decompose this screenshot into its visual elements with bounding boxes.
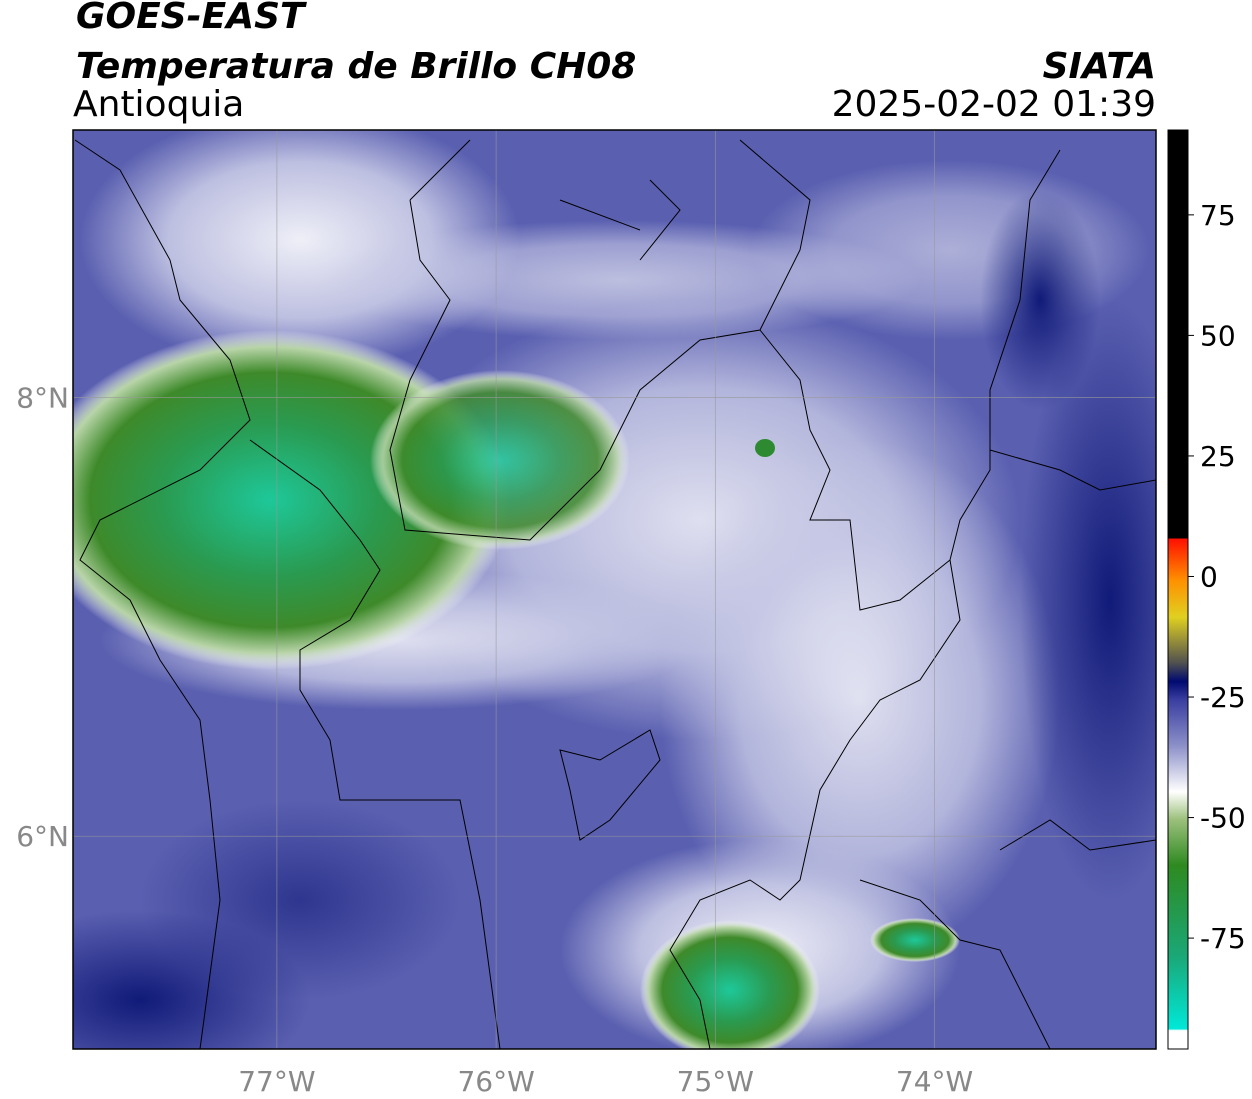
colorbar-tick-label: -25 — [1200, 681, 1246, 714]
colorbar-tick-label: -50 — [1200, 802, 1246, 835]
x-tick-label: 74°W — [896, 1065, 973, 1098]
x-tick-label: 77°W — [238, 1065, 315, 1098]
y-tick-label: 6°N — [16, 820, 69, 853]
colorbar-tick-label: 25 — [1200, 440, 1236, 473]
x-tick-label: 75°W — [677, 1065, 754, 1098]
graticule — [73, 130, 1156, 1049]
colorbar-tick-label: -75 — [1200, 922, 1246, 955]
colorbar-tick-label: 0 — [1200, 560, 1218, 593]
colorbar-tick-label: 50 — [1200, 319, 1236, 352]
satellite-image — [73, 130, 1156, 1049]
x-tick-label: 76°W — [457, 1065, 534, 1098]
map-frame — [72, 129, 1157, 1050]
datetime: 2025-02-02 01:39 — [832, 84, 1156, 125]
title: GOES-EAST — [76, 0, 307, 37]
region: Antioquia — [73, 84, 244, 125]
colorbar-tick-label: 75 — [1200, 199, 1236, 232]
subtitle: Temperatura de Brillo CH08 — [76, 46, 636, 87]
agency: SIATA — [1043, 46, 1156, 87]
colorbar — [1167, 129, 1189, 1050]
y-tick-label: 8°N — [16, 382, 69, 415]
